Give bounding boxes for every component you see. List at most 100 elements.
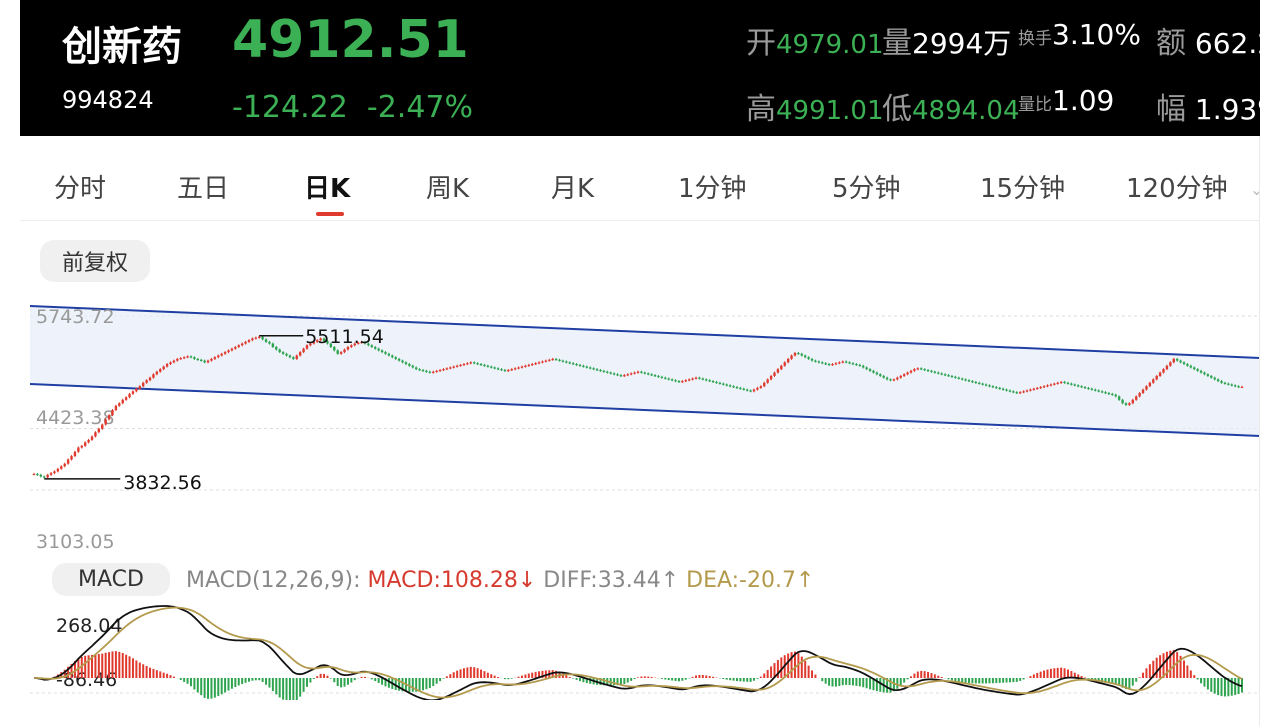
- candle-body: [1107, 393, 1111, 395]
- candle-body: [967, 380, 971, 382]
- candle-body: [1053, 383, 1056, 385]
- candle-body: [943, 374, 947, 376]
- candle-body: [875, 372, 879, 375]
- candle-body: [841, 361, 844, 363]
- candle-body: [974, 381, 978, 384]
- candle-body: [868, 369, 872, 371]
- tab-weekly-k[interactable]: 周K: [426, 174, 470, 204]
- candle-body: [152, 374, 155, 378]
- candle-body: [739, 387, 742, 390]
- candle-body: [1203, 372, 1206, 375]
- candle-body: [950, 375, 954, 378]
- y-axis-top-label: 5743.72: [36, 306, 115, 328]
- candle-body: [705, 379, 708, 381]
- candle-body: [438, 369, 442, 372]
- candle-body: [711, 381, 715, 383]
- candle-body: [916, 368, 920, 370]
- candle-body: [1193, 367, 1196, 370]
- candle-body: [1131, 399, 1135, 404]
- candle-body: [640, 371, 643, 373]
- candle-body: [585, 366, 589, 368]
- candle-body: [776, 369, 780, 373]
- candle-body: [670, 379, 674, 381]
- candle-body: [571, 363, 575, 365]
- candle-body: [428, 371, 432, 373]
- candle-body: [629, 373, 633, 375]
- candle-body: [449, 367, 452, 369]
- candle-body: [926, 369, 930, 372]
- candle-body: [111, 410, 114, 416]
- candle-body: [275, 346, 278, 350]
- candle-body: [1237, 386, 1240, 388]
- macd-button[interactable]: MACD: [52, 563, 170, 596]
- candle-body: [1008, 390, 1012, 392]
- candle-body: [145, 380, 148, 383]
- tab-daily-k[interactable]: 日K: [304, 174, 351, 204]
- candle-body: [821, 362, 824, 364]
- candle-body: [80, 445, 83, 448]
- candle-body: [193, 357, 196, 359]
- channel-upper-line: [29, 305, 1260, 359]
- candle-body: [882, 375, 885, 378]
- candle-body: [1182, 362, 1186, 365]
- candle-body: [722, 383, 725, 385]
- stat-turnover: 换手3.10%: [1018, 18, 1141, 51]
- candle-body: [551, 358, 554, 361]
- candle-body: [87, 439, 90, 443]
- tab-intraday[interactable]: 分时: [54, 174, 107, 204]
- candle-body: [288, 355, 292, 358]
- tab-monthly-k[interactable]: 月K: [551, 174, 595, 204]
- candle-body: [657, 375, 660, 378]
- y-axis-bottom-label: 3103.05: [36, 531, 115, 553]
- candle-body: [268, 341, 271, 344]
- candle-body: [285, 353, 288, 356]
- tab-15min[interactable]: 15分钟: [980, 174, 1066, 204]
- candle-body: [1094, 389, 1097, 391]
- candle-body: [851, 363, 855, 365]
- candle-body: [148, 377, 152, 381]
- candle-body: [804, 355, 807, 358]
- candle-body: [189, 356, 193, 358]
- candle-body: [981, 383, 984, 385]
- tab-120min[interactable]: 120分钟: [1126, 174, 1228, 204]
- candle-body: [728, 385, 732, 387]
- stat-amplitude: 幅 1.93%: [1156, 92, 1260, 127]
- candle-body: [810, 358, 814, 361]
- candle-body: [418, 369, 421, 371]
- candle-body: [742, 388, 745, 390]
- candle-body: [694, 377, 698, 379]
- macd-chart[interactable]: 268.04-86.46: [20, 600, 1260, 700]
- tab-1min[interactable]: 1分钟: [678, 174, 747, 204]
- candle-body: [889, 379, 892, 381]
- candle-body: [718, 382, 722, 384]
- candle-body: [326, 341, 329, 344]
- candle-body: [831, 364, 834, 366]
- candle-body: [531, 364, 534, 366]
- candle-body: [568, 362, 571, 364]
- candle-body: [892, 379, 896, 381]
- candle-body: [578, 364, 582, 367]
- kline-chart[interactable]: 5743.72 4423.38 3103.05 5511.54 3832.56: [20, 296, 1260, 556]
- candle-body: [1128, 403, 1131, 405]
- stat-low: 低4894.04: [882, 92, 1020, 127]
- candle-body: [817, 361, 821, 363]
- tab-five-day[interactable]: 五日: [177, 174, 230, 204]
- candle-body: [677, 381, 681, 383]
- candle-body: [165, 364, 169, 367]
- candle-body: [1097, 390, 1100, 392]
- candle-body: [800, 353, 803, 356]
- candle-body: [793, 352, 797, 356]
- candle-body: [500, 369, 503, 371]
- candle-body: [1001, 388, 1005, 390]
- candle-body: [616, 374, 619, 376]
- candle-body: [664, 377, 667, 379]
- candle-body: [213, 357, 217, 359]
- adjust-button[interactable]: 前复权: [40, 240, 151, 282]
- tab-5min[interactable]: 5分钟: [832, 174, 901, 204]
- candle-body: [353, 343, 356, 346]
- candle-body: [1042, 386, 1046, 388]
- candle-body: [595, 369, 599, 371]
- candle-body: [227, 350, 230, 353]
- candle-body: [896, 377, 899, 380]
- candle-body: [97, 428, 101, 433]
